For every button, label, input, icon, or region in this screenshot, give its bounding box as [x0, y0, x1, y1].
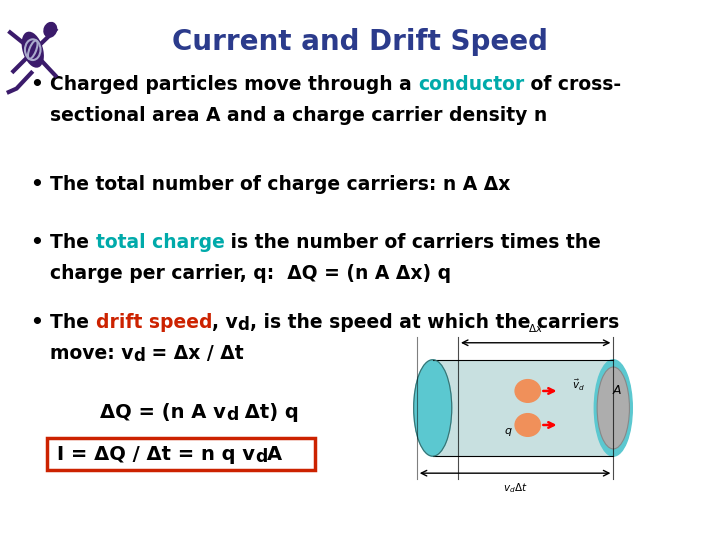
Text: conductor: conductor: [418, 75, 524, 94]
Text: I = ΔQ / Δt = n q v: I = ΔQ / Δt = n q v: [57, 445, 255, 464]
Text: sectional area A and a charge carrier density n: sectional area A and a charge carrier de…: [50, 106, 547, 125]
Ellipse shape: [594, 360, 632, 456]
Text: The: The: [50, 313, 96, 332]
Text: Charged particles move through a: Charged particles move through a: [50, 75, 418, 94]
Circle shape: [515, 414, 541, 436]
Text: ΔQ = (n A v: ΔQ = (n A v: [100, 403, 226, 422]
Text: The total number of charge carriers: n A Δx: The total number of charge carriers: n A…: [50, 175, 510, 194]
Text: •: •: [30, 175, 43, 194]
Text: Current and Drift Speed: Current and Drift Speed: [172, 28, 548, 56]
Text: $\Delta x$: $\Delta x$: [528, 322, 544, 334]
Ellipse shape: [22, 32, 44, 68]
Bar: [47, 438, 315, 470]
Text: total charge: total charge: [96, 233, 225, 252]
Text: d: d: [255, 448, 267, 466]
Text: is the number of carriers times the: is the number of carriers times the: [225, 233, 601, 252]
Text: q: q: [505, 426, 512, 436]
Text: •: •: [30, 313, 43, 332]
Text: of cross-: of cross-: [524, 75, 621, 94]
Text: A: A: [267, 445, 282, 464]
Text: •: •: [30, 233, 43, 252]
Text: d: d: [238, 316, 250, 334]
Text: drift speed: drift speed: [96, 313, 212, 332]
Text: , is the speed at which the carriers: , is the speed at which the carriers: [250, 313, 619, 332]
Text: $\vec{v}_d$: $\vec{v}_d$: [572, 377, 585, 393]
Text: d: d: [226, 406, 238, 424]
Text: move: v: move: v: [50, 345, 133, 363]
Text: charge per carrier, q:  ΔQ = (n A Δx) q: charge per carrier, q: ΔQ = (n A Δx) q: [50, 264, 451, 284]
Text: •: •: [30, 75, 43, 94]
Circle shape: [515, 380, 541, 402]
Text: = Δx / Δt: = Δx / Δt: [145, 345, 244, 363]
Ellipse shape: [43, 22, 58, 38]
Text: $v_d \Delta t$: $v_d \Delta t$: [503, 482, 527, 496]
Text: A: A: [612, 384, 621, 397]
Text: , v: , v: [212, 313, 238, 332]
Text: d: d: [133, 347, 145, 366]
Text: The: The: [50, 233, 96, 252]
Text: Δt) q: Δt) q: [238, 403, 299, 422]
Ellipse shape: [597, 367, 629, 449]
Ellipse shape: [414, 360, 451, 456]
Polygon shape: [433, 360, 613, 456]
